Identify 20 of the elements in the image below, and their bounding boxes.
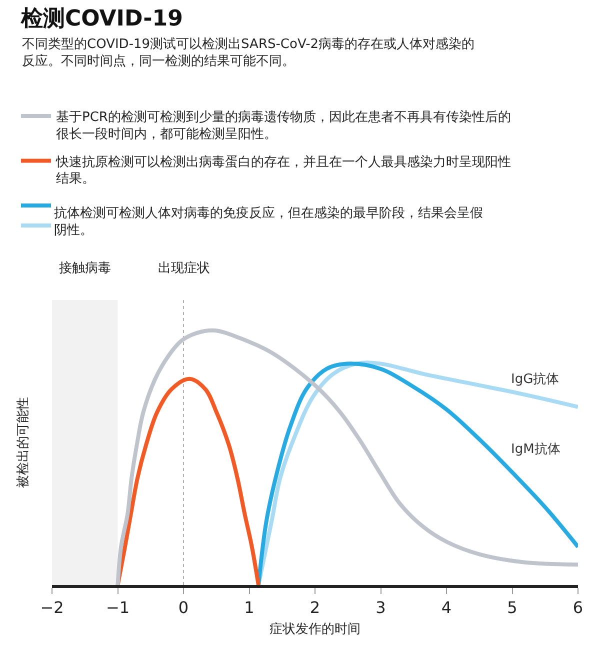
ref-line-label: 出现症状 bbox=[158, 261, 210, 276]
legend-label: 基于PCR的检测可检测到少量的病毒遗传物质，因此在患者不再具有传染性后的很长一段时间内，都可能检测呈阳性。 bbox=[56, 110, 511, 142]
chart-subtitle: 不同类型的COVID-19测试可以检测出SARS-CoV-2病毒的存在或人体对感染的反应。不同时间点，同一检测的结果可能不同。 bbox=[22, 37, 475, 69]
x-tick-label: −1 bbox=[106, 598, 130, 618]
x-axis-title: 症状发作的时间 bbox=[270, 622, 360, 637]
series-label: IgG抗体 bbox=[511, 372, 560, 387]
x-tick-label: 6 bbox=[572, 598, 584, 618]
text: 抗体检测可检测人体对病毒的免疫反应，但在感染的最早阶段，结果会呈假阴性。 bbox=[54, 205, 483, 238]
x-tick-label: −2 bbox=[40, 598, 64, 618]
x-tick-label: 1 bbox=[244, 598, 254, 618]
band-label: 接触病毒 bbox=[59, 261, 111, 276]
legend-label: 快速抗原检测可以检测出病毒蛋白的存在，并且在一个人最具感染力时呈现阳性结果。 bbox=[55, 154, 511, 187]
x-tick-label: 3 bbox=[376, 598, 386, 618]
x-tick-label: 0 bbox=[178, 598, 189, 618]
series-label: IgM抗体 bbox=[511, 442, 560, 457]
x-tick-label: 4 bbox=[441, 598, 452, 618]
y-axis-title: 被检出的可能性 bbox=[16, 397, 31, 488]
x-tick-label: 2 bbox=[310, 598, 320, 618]
x-tick-label: 5 bbox=[507, 598, 518, 618]
chart-title: 检测COVID-19 bbox=[20, 6, 183, 32]
